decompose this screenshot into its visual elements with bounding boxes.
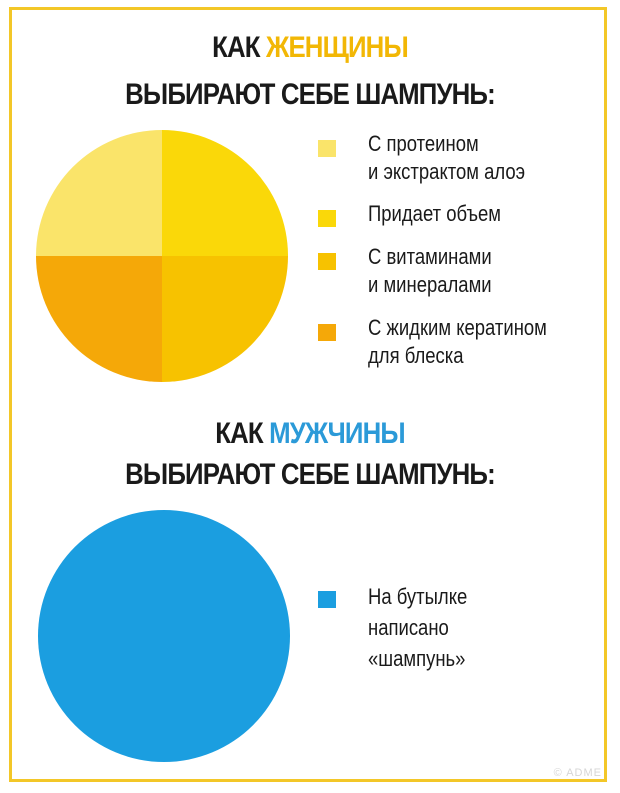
legend-label: С витаминами <box>368 244 492 269</box>
legend-label: и экстрактом алоэ <box>368 159 526 184</box>
pie-slice <box>36 130 162 256</box>
legend-swatch <box>318 210 336 227</box>
men-title-highlight: МУЖЧИНЫ <box>269 417 406 450</box>
page-frame <box>9 7 607 782</box>
legend-label: С жидким кератином <box>368 315 547 340</box>
pie-slice <box>162 130 288 256</box>
legend-label: На бутылке <box>368 584 468 609</box>
pie-slice <box>162 256 288 382</box>
watermark: © ADME <box>553 767 602 779</box>
pie-slice <box>38 510 290 762</box>
legend-swatch <box>318 591 336 608</box>
legend-swatch <box>318 140 336 157</box>
legend-label: Придает объем <box>368 201 501 226</box>
women-title-highlight: ЖЕНЩИНЫ <box>265 31 409 64</box>
legend-label: написано <box>368 615 449 640</box>
legend-swatch <box>318 324 336 341</box>
legend-label: С протеином <box>368 131 479 156</box>
men-title-line2: ВЫБИРАЮТ СЕБЕ ШАМПУНЬ: <box>125 458 496 491</box>
women-title-line2: ВЫБИРАЮТ СЕБЕ ШАМПУНЬ: <box>125 78 496 111</box>
women-pie-chart <box>36 130 288 382</box>
women-title-line1: КАК ЖЕНЩИНЫ <box>212 31 409 64</box>
legend-label: и минералами <box>368 272 492 297</box>
legend-label: для блеска <box>368 343 464 368</box>
legend-swatch <box>318 253 336 270</box>
legend-label: «шампунь» <box>368 646 466 671</box>
men-title-line1: КАК МУЖЧИНЫ <box>215 417 406 450</box>
men-pie-chart <box>38 510 290 762</box>
pie-slice <box>36 256 162 382</box>
